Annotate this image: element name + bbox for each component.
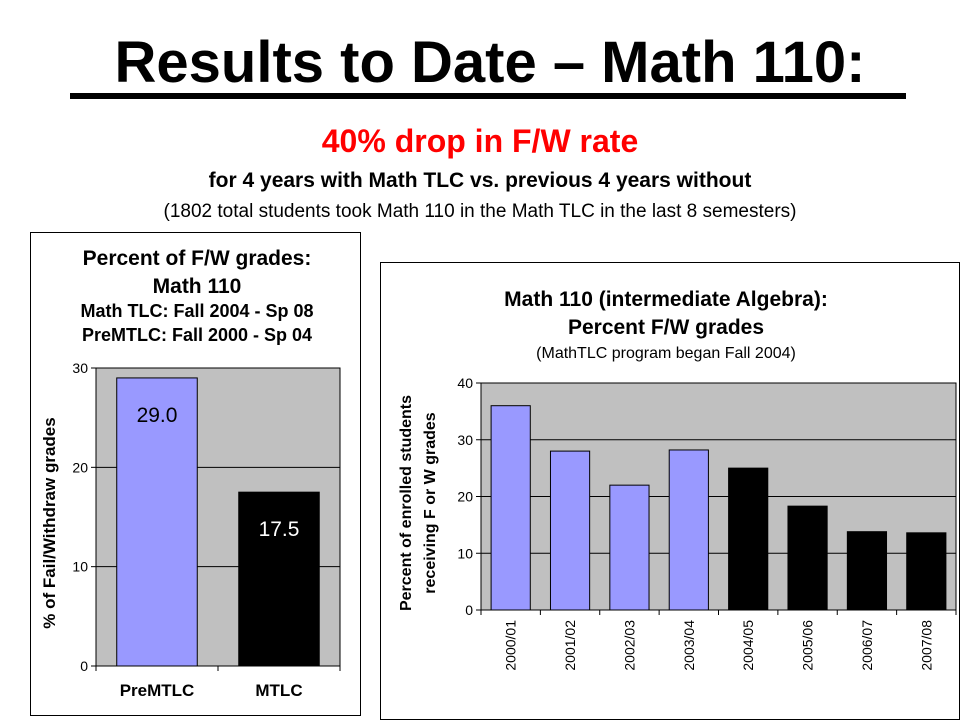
chart-title-line: Percent F/W grades [568,316,764,339]
y-tick-label: 20 [72,459,88,475]
bar-PreMTLC [116,377,198,667]
data-label: 29.0 [137,404,178,427]
chart-title-line: Math TLC: Fall 2004 - Sp 08 [80,301,313,321]
chart-title-line: Math 110 [153,275,242,298]
y-tick-label: 20 [457,489,473,505]
bar-2000/01 [490,405,531,611]
bar-2002/03 [609,484,650,611]
x-category-label: MTLC [255,681,302,700]
chart-title-line: Percent of F/W grades: [83,247,312,270]
bar-2003/04 [668,449,709,611]
bar-MTLC [238,491,320,667]
y-tick-label: 0 [465,602,473,618]
y-tick-label: 30 [72,360,88,376]
bar-2007/08 [906,532,947,611]
y-axis-label: receiving F or W grades [422,412,439,593]
y-axis-label: Percent of enrolled students [398,395,415,611]
headline-stat: 40% drop in F/W rate [321,123,639,159]
y-axis-label: % of Fail/Withdraw grades [40,417,59,628]
x-category-label: 2007/08 [918,620,934,671]
chart-title-line: Math 110 (intermediate Algebra): [504,288,828,311]
y-tick-label: 40 [457,375,473,391]
x-category-label: 2003/04 [681,620,697,671]
chart-title-line: PreMTLC: Fall 2000 - Sp 04 [82,325,312,345]
x-category-label: 2005/06 [800,620,816,671]
chart-left-frame: Percent of F/W grades: Math 110 Math TLC: … [30,232,361,716]
y-tick-label: 0 [80,658,88,674]
x-category-label: 2000/01 [503,620,519,671]
data-label: 17.5 [259,518,300,541]
x-category-label: 2004/05 [740,620,756,671]
bar-2006/07 [846,531,888,611]
y-tick-label: 10 [72,559,88,575]
bar-2004/05 [728,467,769,611]
chart-right-svg: Math 110 (intermediate Algebra): Percent … [398,288,957,671]
x-category-label: 2006/07 [859,620,875,671]
page-title: Results to Date – Math 110: [114,30,866,95]
enrollment-note: (1802 total students took Math 110 in th… [163,201,797,222]
x-category-label: 2001/02 [562,620,578,671]
chart-left-svg: Percent of F/W grades: Math 110 Math TLC: … [40,247,341,700]
x-category-label: PreMTLC [120,681,195,700]
chart-right-frame: Math 110 (intermediate Algebra): Percent … [380,262,960,720]
title-underline [70,93,906,99]
x-category-label: 2002/03 [621,620,637,671]
chart-title-line: (MathTLC program began Fall 2004) [536,345,796,362]
y-tick-label: 30 [457,432,473,448]
y-tick-label: 10 [457,545,473,561]
comparison-subtitle: for 4 years with Math TLC vs. previous 4… [208,169,752,192]
bar-2005/06 [787,505,828,611]
bar-2001/02 [549,450,591,611]
